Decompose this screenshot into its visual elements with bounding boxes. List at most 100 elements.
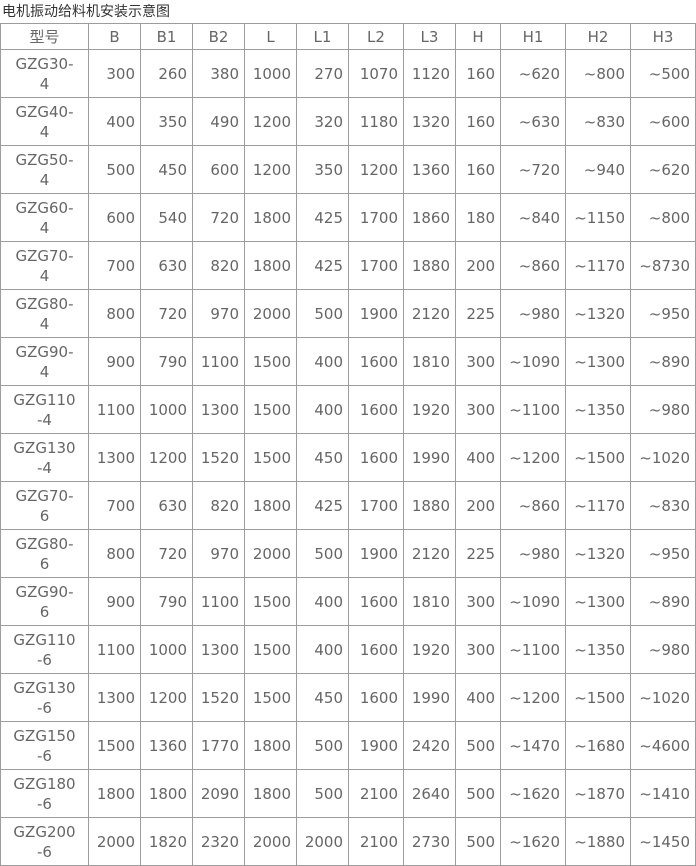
value-cell: ~890 [630, 577, 696, 626]
value-cell: 1000 [140, 625, 193, 674]
value-cell: ~1320 [565, 289, 631, 338]
value-cell: 350 [296, 145, 349, 194]
value-cell: 500 [455, 817, 501, 866]
table-row: GZG90- 6 900 790 1100 1500 400 1600 1810 300 ~109… [0, 577, 696, 626]
value-cell: 790 [140, 337, 193, 386]
value-cell: ~1680 [565, 721, 631, 770]
value-cell: 450 [140, 145, 193, 194]
value-cell: 2100 [348, 769, 404, 818]
value-cell: 1300 [88, 433, 141, 482]
value-cell: ~1090 [500, 577, 566, 626]
col-header-b1: B1 [140, 23, 193, 50]
value-cell: 720 [140, 289, 193, 338]
value-cell: 1700 [348, 481, 404, 530]
value-cell: 490 [192, 97, 245, 146]
value-cell: 300 [455, 577, 501, 626]
value-cell: 400 [296, 577, 349, 626]
value-cell: 1360 [140, 721, 193, 770]
value-cell: 700 [88, 241, 141, 290]
model-cell: GZG90- 6 [0, 577, 89, 626]
value-cell: 1500 [244, 577, 297, 626]
value-cell: ~980 [500, 529, 566, 578]
value-cell: ~1020 [630, 433, 696, 482]
value-cell: ~840 [500, 193, 566, 242]
value-cell: 425 [296, 481, 349, 530]
value-cell: 1300 [192, 385, 245, 434]
value-cell: 1880 [403, 241, 456, 290]
value-cell: 720 [192, 193, 245, 242]
value-cell: 350 [140, 97, 193, 146]
value-cell: ~950 [630, 289, 696, 338]
value-cell: 300 [455, 385, 501, 434]
value-cell: 1500 [244, 673, 297, 722]
value-cell: 1300 [88, 673, 141, 722]
value-cell: 1200 [244, 97, 297, 146]
table-row: GZG150 -6 1500 1360 1770 1800 500 1900 2420 500 ~… [0, 721, 696, 770]
value-cell: 1000 [140, 385, 193, 434]
value-cell: ~830 [565, 97, 631, 146]
value-cell: 1520 [192, 433, 245, 482]
value-cell: 2090 [192, 769, 245, 818]
value-cell: 300 [455, 625, 501, 674]
spec-table-header: 型号 B B1 B2 L L1 L2 L3 H H1 H2 H3 [0, 23, 696, 50]
value-cell: ~600 [630, 97, 696, 146]
value-cell: 1500 [244, 385, 297, 434]
value-cell: 630 [140, 481, 193, 530]
value-cell: 800 [88, 529, 141, 578]
value-cell: 2420 [403, 721, 456, 770]
model-cell: GZG90- 4 [0, 337, 89, 386]
value-cell: 1820 [140, 817, 193, 866]
col-header-b2: B2 [192, 23, 245, 50]
value-cell: 1200 [244, 145, 297, 194]
table-row: GZG90- 4 900 790 1100 1500 400 1600 1810 300 ~109… [0, 337, 696, 386]
value-cell: 600 [192, 145, 245, 194]
value-cell: 160 [455, 145, 501, 194]
table-row: GZG50- 4 500 450 600 1200 350 1200 1360 160 ~720 ~… [0, 145, 696, 194]
value-cell: 900 [88, 337, 141, 386]
value-cell: ~1100 [500, 385, 566, 434]
value-cell: 500 [88, 145, 141, 194]
value-cell: 970 [192, 529, 245, 578]
value-cell: 200 [455, 481, 501, 530]
value-cell: ~800 [565, 49, 631, 98]
value-cell: 790 [140, 577, 193, 626]
value-cell: 1600 [348, 337, 404, 386]
value-cell: 1200 [140, 433, 193, 482]
value-cell: 425 [296, 241, 349, 290]
value-cell: ~500 [630, 49, 696, 98]
model-cell: GZG80- 6 [0, 529, 89, 578]
value-cell: 1200 [348, 145, 404, 194]
value-cell: 180 [455, 193, 501, 242]
value-cell: 1300 [192, 625, 245, 674]
value-cell: 1500 [244, 337, 297, 386]
table-row: GZG110 -4 1100 1000 1300 1500 400 1600 1920 300 ~… [0, 385, 696, 434]
value-cell: 225 [455, 289, 501, 338]
value-cell: 1990 [403, 673, 456, 722]
value-cell: 820 [192, 241, 245, 290]
value-cell: 1180 [348, 97, 404, 146]
value-cell: ~1150 [565, 193, 631, 242]
value-cell: 1900 [348, 529, 404, 578]
value-cell: ~1170 [565, 241, 631, 290]
value-cell: 450 [296, 433, 349, 482]
value-cell: ~1410 [630, 769, 696, 818]
col-header-h1: H1 [500, 23, 566, 50]
value-cell: ~620 [500, 49, 566, 98]
value-cell: 160 [455, 97, 501, 146]
value-cell: ~1880 [565, 817, 631, 866]
table-row: GZG130 -4 1300 1200 1520 1500 450 1600 1990 400 ~… [0, 433, 696, 482]
col-header-h2: H2 [565, 23, 631, 50]
value-cell: ~940 [565, 145, 631, 194]
col-header-model: 型号 [0, 23, 89, 50]
value-cell: 500 [455, 721, 501, 770]
value-cell: 1600 [348, 625, 404, 674]
value-cell: 1600 [348, 385, 404, 434]
value-cell: ~980 [630, 625, 696, 674]
value-cell: 450 [296, 673, 349, 722]
value-cell: 1500 [244, 433, 297, 482]
value-cell: 2320 [192, 817, 245, 866]
value-cell: 500 [296, 529, 349, 578]
table-row: GZG110 -6 1100 1000 1300 1500 400 1600 1920 300 ~… [0, 625, 696, 674]
value-cell: ~1450 [630, 817, 696, 866]
value-cell: 1700 [348, 193, 404, 242]
